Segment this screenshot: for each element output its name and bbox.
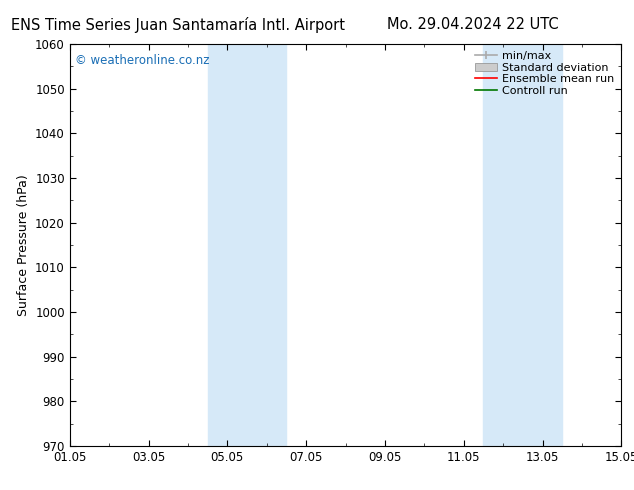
Bar	[483, 44, 562, 446]
Y-axis label: Surface Pressure (hPa): Surface Pressure (hPa)	[16, 174, 30, 316]
Text: Mo. 29.04.2024 22 UTC: Mo. 29.04.2024 22 UTC	[387, 17, 558, 32]
Legend: min/max, Standard deviation, Ensemble mean run, Controll run: min/max, Standard deviation, Ensemble me…	[471, 48, 618, 99]
Text: © weatheronline.co.nz: © weatheronline.co.nz	[75, 54, 210, 67]
Bar	[207, 44, 287, 446]
Text: ENS Time Series Juan Santamaría Intl. Airport: ENS Time Series Juan Santamaría Intl. Ai…	[11, 17, 344, 33]
